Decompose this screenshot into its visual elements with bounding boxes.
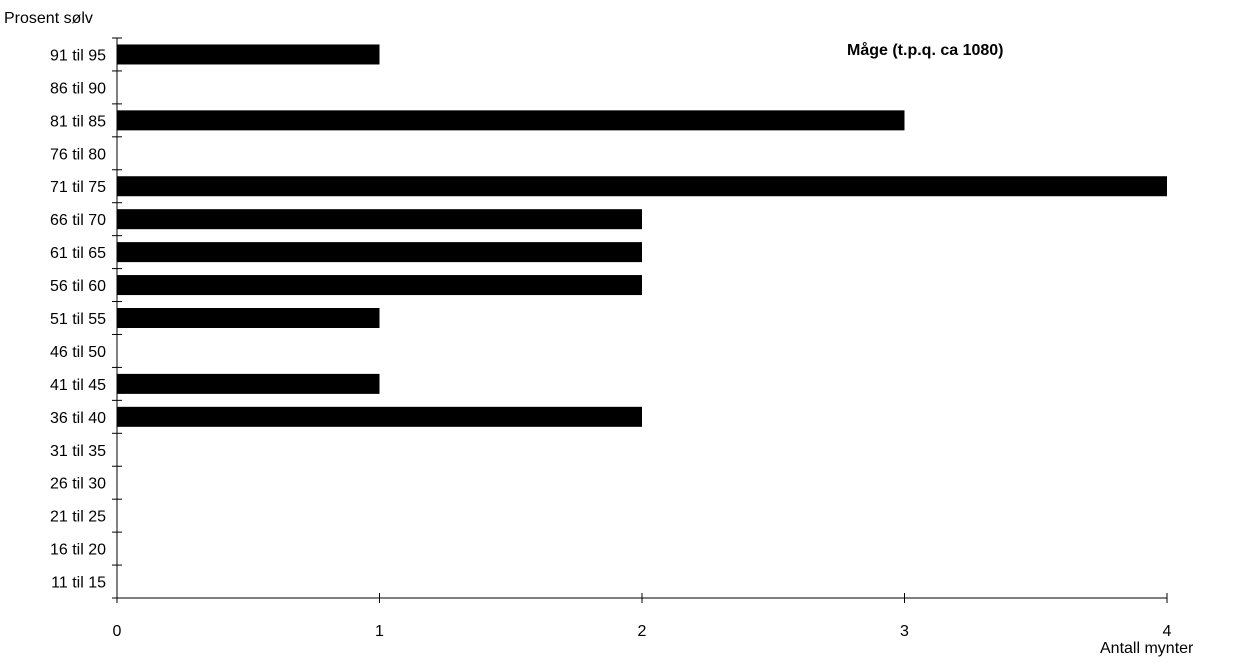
x-tick-label: 1 (375, 623, 384, 640)
y-tick-label: 36 til 40 (50, 410, 106, 427)
y-tick-label: 91 til 95 (50, 47, 106, 64)
y-tick-label: 71 til 75 (50, 179, 106, 196)
bar (117, 176, 1167, 197)
x-tick-label: 0 (113, 623, 122, 640)
y-tick-label: 21 til 25 (50, 509, 106, 526)
y-tick-label: 76 til 80 (50, 146, 106, 163)
bar (117, 209, 642, 230)
bar (117, 308, 380, 328)
chart-title: Måge (t.p.q. ca 1080) (847, 42, 1004, 59)
x-tick-label: 3 (900, 623, 909, 640)
y-tick-label: 46 til 50 (50, 344, 106, 361)
y-tick-label: 66 til 70 (50, 212, 106, 229)
y-tick-label: 86 til 90 (50, 80, 106, 97)
y-axis-label: Prosent sølv (4, 10, 93, 27)
y-tick-label: 31 til 35 (50, 443, 106, 460)
bar (117, 275, 642, 296)
y-tick-label: 11 til 15 (51, 575, 106, 592)
bar (117, 373, 380, 394)
y-tick-label: 51 til 55 (50, 311, 106, 328)
y-tick-label: 81 til 85 (50, 113, 106, 130)
y-tick-label: 56 til 60 (50, 278, 106, 295)
bar (117, 110, 905, 131)
y-tick-label: 61 til 65 (50, 245, 106, 262)
x-tick-label: 2 (638, 623, 647, 640)
bar (117, 406, 642, 427)
y-tick-label: 16 til 20 (50, 542, 106, 559)
x-tick-label: 4 (1163, 623, 1172, 640)
y-tick-label: 41 til 45 (50, 377, 106, 394)
y-tick-label: 26 til 30 (50, 476, 106, 493)
x-axis-label: Antall mynter (1100, 640, 1194, 657)
bar (117, 242, 642, 263)
bar (117, 44, 380, 65)
